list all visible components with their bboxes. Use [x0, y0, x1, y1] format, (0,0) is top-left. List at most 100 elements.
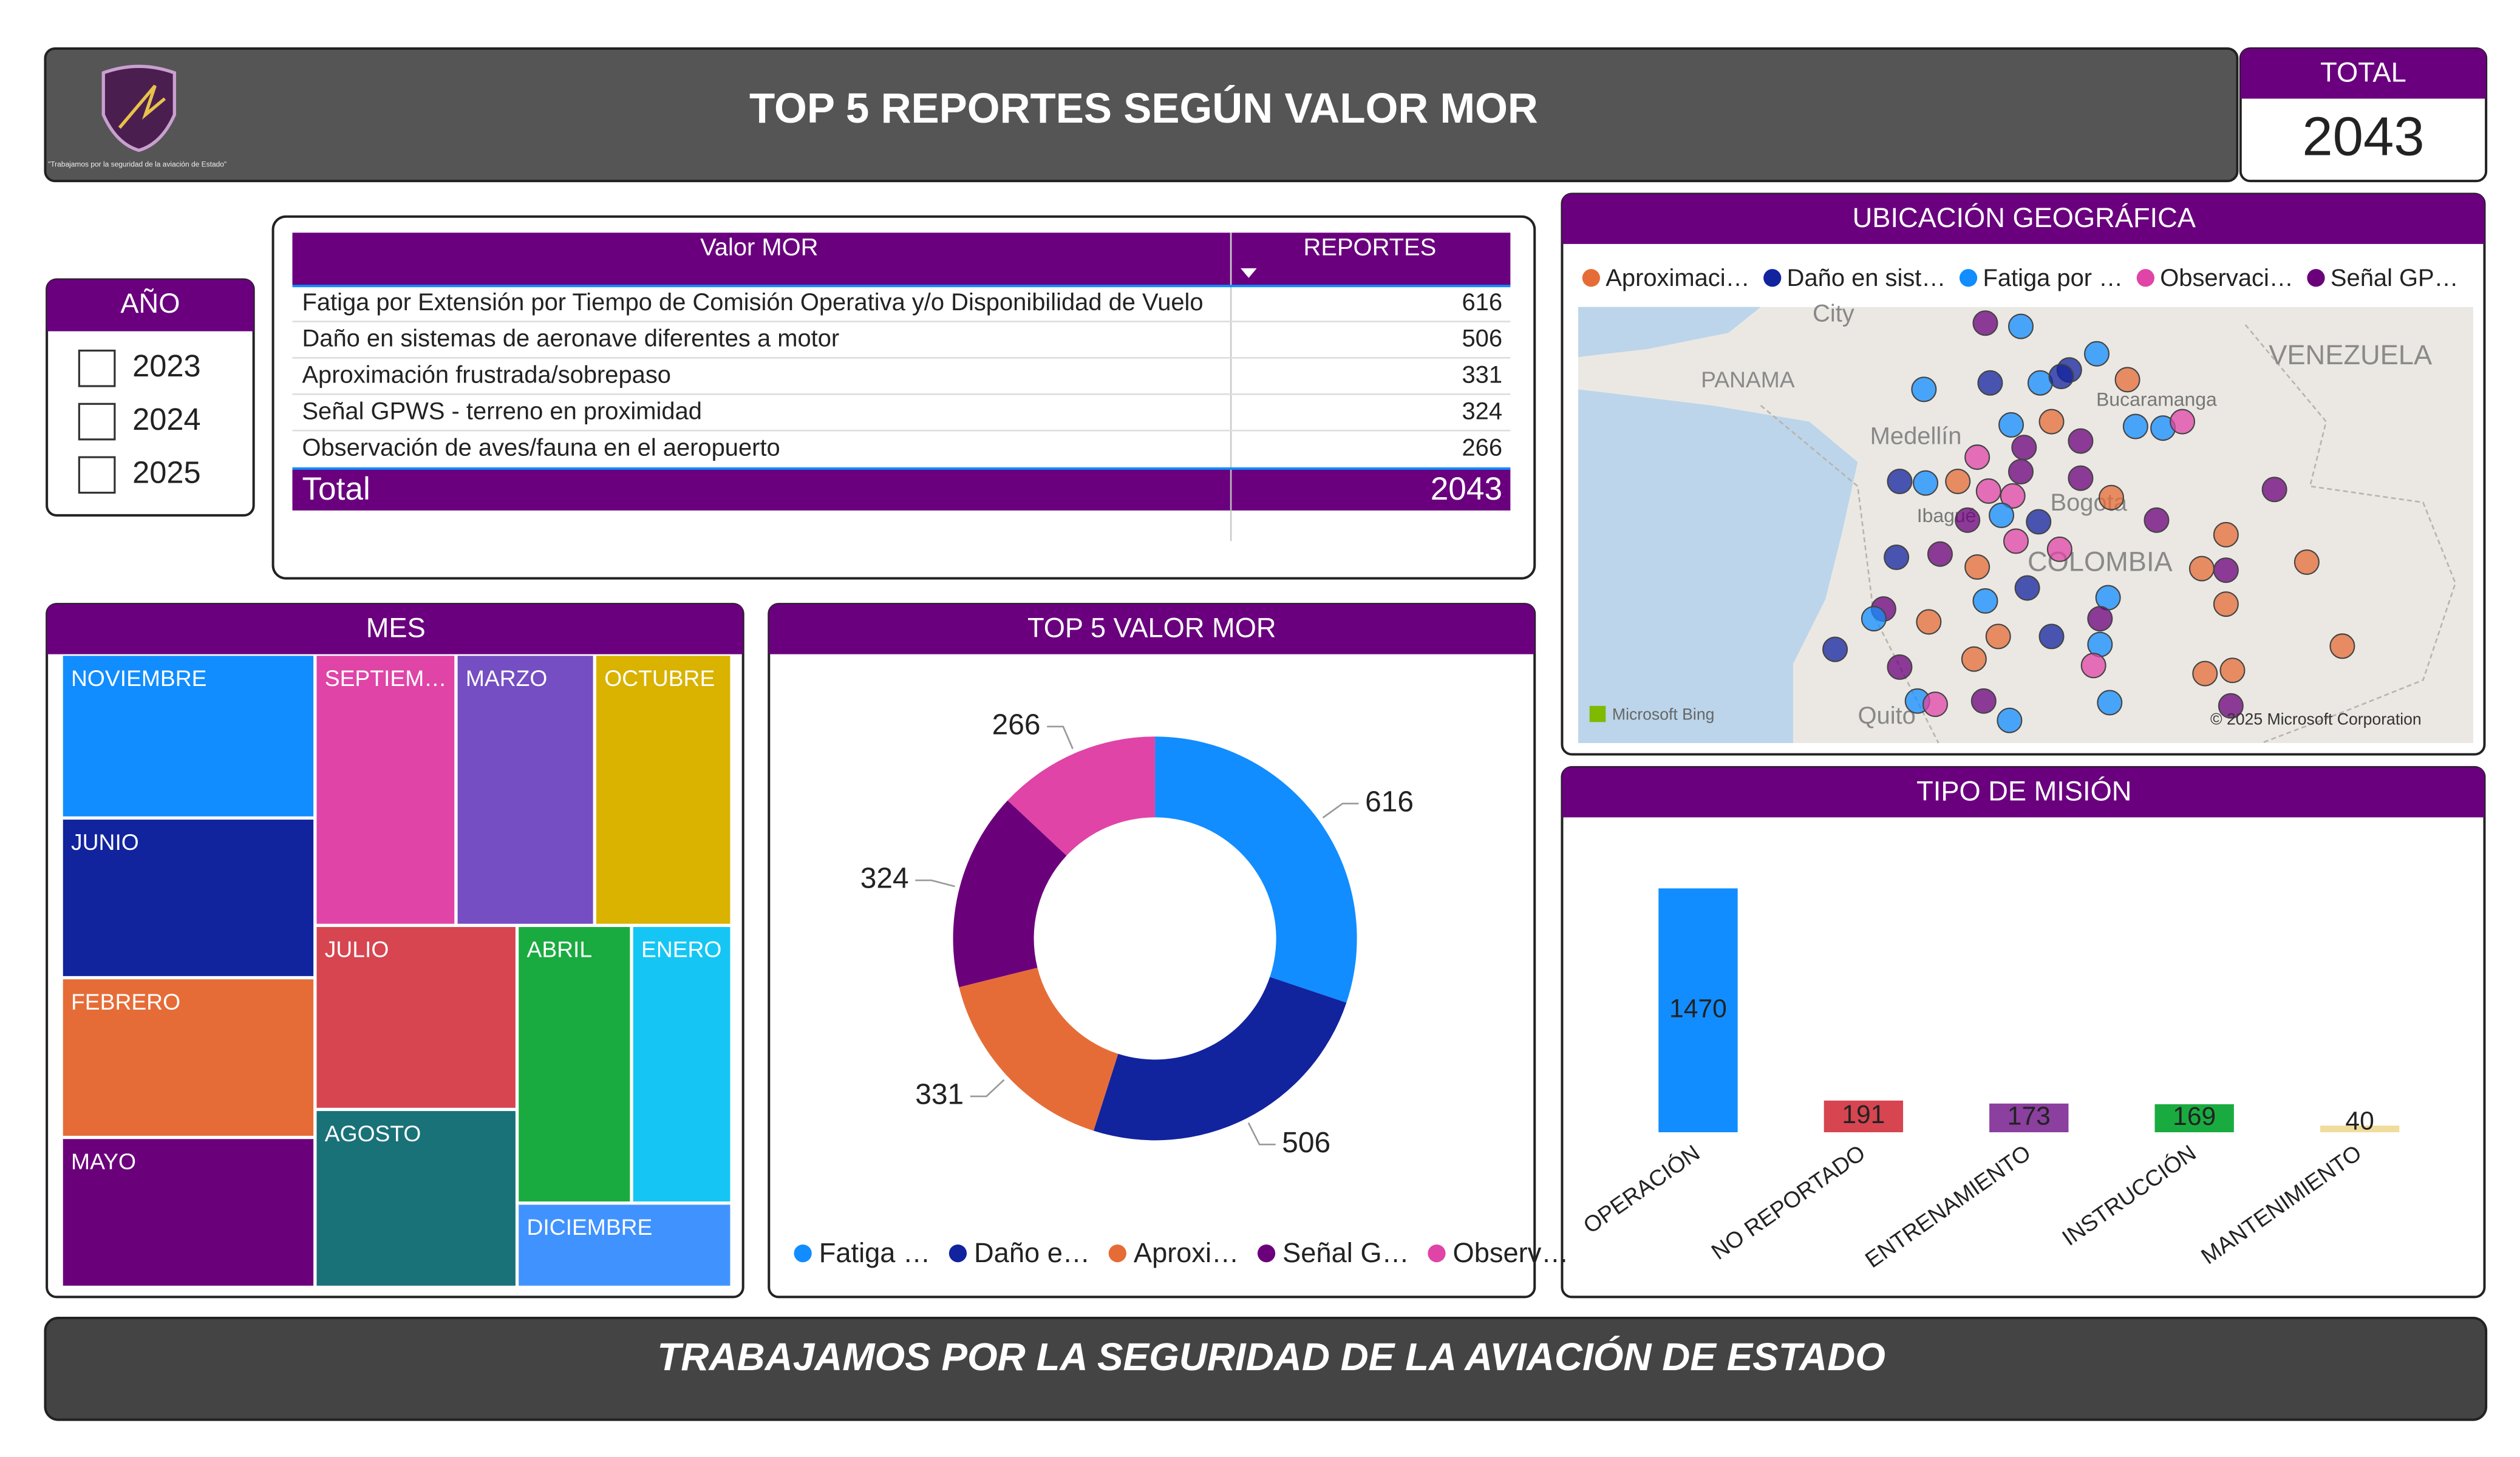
treemap-tile[interactable]: [316, 926, 516, 1108]
treemap-tile[interactable]: [63, 656, 314, 817]
treemap-tile[interactable]: [519, 926, 630, 1202]
sort-indicator[interactable]: [1241, 268, 1257, 278]
legend-marker[interactable]: [1959, 269, 1978, 287]
map-point[interactable]: [2011, 435, 2037, 461]
donut-slice[interactable]: [1093, 977, 1347, 1141]
bar[interactable]: [1658, 888, 1738, 1133]
map-point[interactable]: [1916, 609, 1942, 635]
legend-marker[interactable]: [1582, 269, 1600, 287]
map-point[interactable]: [2038, 623, 2065, 650]
donut-slice[interactable]: [953, 800, 1067, 988]
legend-marker[interactable]: [794, 1244, 812, 1263]
map-point[interactable]: [2329, 633, 2355, 659]
legend-label[interactable]: Daño e…: [974, 1237, 1090, 1268]
map-point[interactable]: [1861, 606, 1887, 632]
treemap-tile[interactable]: [316, 656, 455, 924]
map-point[interactable]: [2098, 484, 2124, 511]
legend-label[interactable]: Fatiga …: [819, 1237, 930, 1268]
legend-marker[interactable]: [1428, 1244, 1446, 1263]
legend-label[interactable]: Observaci…: [2160, 265, 2293, 291]
bar[interactable]: [2154, 1104, 2234, 1133]
legend-marker[interactable]: [2136, 269, 2154, 287]
map-point[interactable]: [2144, 507, 2170, 533]
map-point[interactable]: [2122, 413, 2148, 440]
legend-label[interactable]: Observ…: [1453, 1237, 1569, 1268]
map-point[interactable]: [1927, 541, 1953, 567]
treemap-tile[interactable]: [63, 820, 314, 976]
treemap-tile[interactable]: [316, 1111, 516, 1286]
map-point[interactable]: [1922, 691, 1949, 718]
donut-slice[interactable]: [959, 967, 1119, 1131]
map-point[interactable]: [1972, 588, 1998, 614]
legend-label[interactable]: Señal G…: [1282, 1237, 1409, 1268]
map-point[interactable]: [2097, 690, 2123, 716]
map-point[interactable]: [2038, 409, 2065, 435]
map-point[interactable]: [1964, 444, 1990, 470]
map-point[interactable]: [2007, 313, 2034, 339]
bar[interactable]: [1989, 1103, 2069, 1133]
year-option[interactable]: 2023: [132, 348, 200, 383]
bar[interactable]: [2320, 1126, 2400, 1133]
year-option[interactable]: 2024: [132, 402, 200, 436]
map-point[interactable]: [1989, 502, 2015, 528]
map-point[interactable]: [1964, 554, 1990, 580]
map-point[interactable]: [1911, 376, 1937, 402]
treemap-tile[interactable]: [519, 1204, 730, 1286]
legend-marker[interactable]: [948, 1244, 967, 1263]
legend-marker[interactable]: [1763, 269, 1782, 287]
map-point[interactable]: [1887, 468, 1913, 494]
map-point[interactable]: [2026, 509, 2052, 535]
map-point[interactable]: [1985, 623, 2011, 650]
map-point[interactable]: [1970, 688, 1997, 714]
map-point[interactable]: [2007, 459, 2034, 485]
column-header[interactable]: REPORTES: [1304, 234, 1437, 260]
map-point[interactable]: [2261, 477, 2287, 503]
map-point[interactable]: [1913, 470, 1939, 496]
map-point[interactable]: [1998, 412, 2025, 438]
map-point[interactable]: [1822, 636, 1848, 662]
legend-label[interactable]: Señal GP…: [2331, 265, 2459, 291]
map-point[interactable]: [2068, 428, 2094, 454]
map-point[interactable]: [2114, 367, 2140, 393]
legend-marker[interactable]: [2307, 269, 2325, 287]
map-point[interactable]: [2080, 653, 2106, 679]
map-point[interactable]: [1997, 707, 2023, 733]
map-point[interactable]: [2003, 528, 2029, 554]
map-point[interactable]: [1972, 310, 1998, 336]
map-point[interactable]: [1975, 478, 2001, 504]
map-point[interactable]: [2169, 409, 2196, 435]
map-point[interactable]: [1887, 654, 1913, 680]
map-point[interactable]: [2048, 364, 2074, 390]
map-point[interactable]: [1945, 468, 1971, 494]
bar[interactable]: [1824, 1100, 1904, 1133]
treemap-tile[interactable]: [63, 979, 314, 1136]
legend-marker[interactable]: [1108, 1244, 1126, 1263]
map-point[interactable]: [2000, 483, 2026, 509]
map-point[interactable]: [1955, 507, 1981, 533]
map-point[interactable]: [1884, 544, 1910, 571]
checkbox[interactable]: [78, 402, 116, 441]
legend-label[interactable]: Aproximaci…: [1606, 265, 1749, 291]
donut-slice[interactable]: [1007, 736, 1156, 856]
treemap-tile[interactable]: [596, 656, 730, 924]
year-option[interactable]: 2025: [132, 455, 200, 490]
legend-marker[interactable]: [1257, 1244, 1276, 1263]
checkbox[interactable]: [78, 349, 116, 387]
map-point[interactable]: [2087, 606, 2113, 632]
map-point[interactable]: [2014, 575, 2040, 601]
legend-label[interactable]: Aproxi…: [1134, 1237, 1239, 1268]
map-point[interactable]: [2213, 521, 2239, 548]
map-point[interactable]: [2192, 661, 2218, 687]
treemap-tile[interactable]: [633, 926, 730, 1202]
map-point[interactable]: [2083, 341, 2110, 367]
treemap-tile[interactable]: [63, 1139, 314, 1286]
checkbox[interactable]: [78, 456, 116, 494]
map-point[interactable]: [2188, 555, 2215, 582]
map-point[interactable]: [2213, 557, 2239, 583]
treemap-tile[interactable]: [457, 656, 593, 924]
map-point[interactable]: [2218, 693, 2244, 719]
map-point[interactable]: [2294, 549, 2320, 576]
legend-label[interactable]: Daño en sist…: [1787, 265, 1946, 291]
donut-slice[interactable]: [1155, 736, 1357, 1003]
map-point[interactable]: [1977, 370, 2003, 396]
